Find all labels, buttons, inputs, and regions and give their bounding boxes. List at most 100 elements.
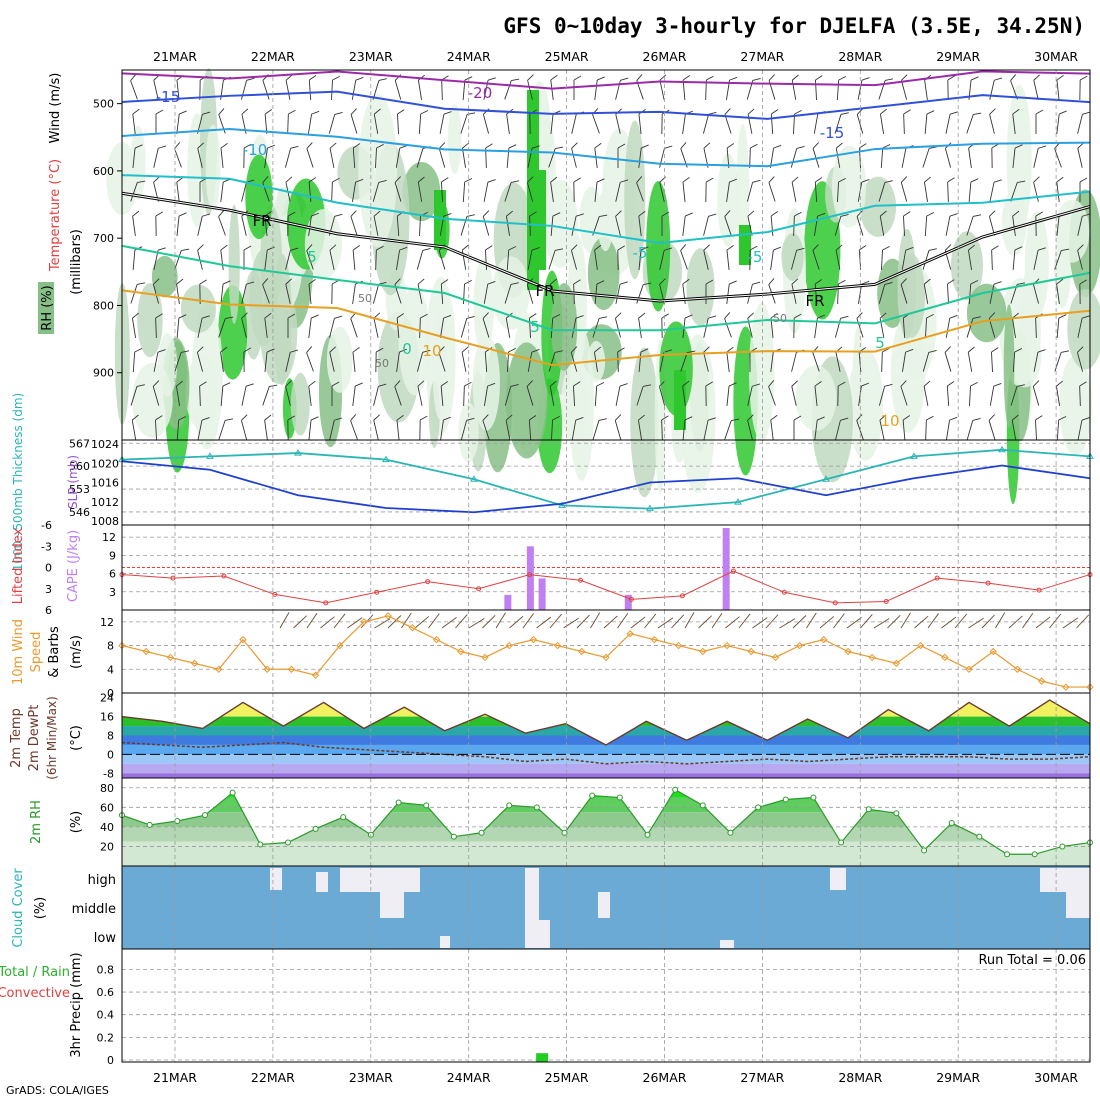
barb-flag [181,248,190,251]
barb-shaft [352,249,356,271]
wind-barb [527,349,540,372]
cloud-clear-patch [598,892,610,918]
precip-axis-label: 3hr Precip (mm) [69,952,84,1057]
barb-shaft [460,420,468,440]
wind-barb [770,312,778,338]
barb-flag [638,312,646,319]
barb-shaft [505,420,511,440]
rh-shading [132,362,173,438]
wind-barb [592,418,607,440]
wind-barb [1010,74,1018,100]
barb-flag [793,313,802,319]
wind-marker [844,647,852,656]
barb-flag [438,346,445,353]
barb-shaft [132,216,136,236]
thickness-marker [734,498,742,505]
contour-label: -5 [633,244,648,262]
contour-label: 0 [402,340,412,358]
barb-shaft [1033,80,1039,100]
barb-shaft [504,284,512,304]
barb-shaft [837,181,839,203]
surface-wind-barb [887,614,901,629]
barb-flag [267,246,275,251]
barb-shaft [176,419,180,441]
barb-flag [290,247,299,251]
barb-shaft [396,317,400,339]
rh-marker [257,841,264,848]
temp-band [122,754,1090,764]
wind-barb [505,414,513,440]
wind-barb [615,210,622,236]
barb-flag [241,312,248,319]
barb-flag [596,280,605,285]
wind-barb [922,146,938,168]
rh-marker [146,821,153,828]
wind-barb [705,279,714,304]
surface-wind-barb [347,617,363,629]
surface-wind-barb [603,615,618,629]
wind-barb [306,142,314,168]
barb-flag [708,315,717,319]
rh-marker [174,818,181,825]
li-marker [679,593,685,599]
barb-shaft [747,386,753,406]
wind-barb [460,316,475,338]
wind-marker [1037,677,1046,685]
surface-wind-barb [374,618,391,629]
thickness-marker [822,475,830,482]
rh-marker [395,799,402,806]
wind-barb [791,380,798,406]
wind-barb [1056,278,1064,304]
wind-barb [419,415,428,441]
barb-shaft [176,80,180,100]
rh-shading [137,283,163,358]
wind-barb [132,144,143,168]
wind-barb [702,111,717,134]
rh-shading [543,179,578,268]
wind-barb [617,347,625,373]
barb-shaft [526,386,534,406]
wind-barb [308,416,319,440]
barb-flag [835,244,843,251]
wind-barb [155,109,164,134]
barb-flag [773,144,782,149]
barb-shaft [482,420,490,440]
precip-tick-label: 0.4 [97,1009,115,1022]
barb-shaft [814,386,818,406]
wind-barb [615,281,628,304]
wind-barb [726,382,737,406]
barb-shaft [505,318,511,338]
barb-flag [464,178,473,183]
barb-flag [837,381,846,387]
rh-shading [1003,304,1015,428]
rh-band [122,812,1090,827]
barb-flag [158,145,167,149]
wind-barb [903,109,911,135]
rh-marker [201,812,208,819]
wind-barb [548,248,564,270]
thickness-marker [910,452,918,459]
rh-marker [893,810,900,817]
barb-flag [397,109,405,115]
temp-axis-label-4: (°C) [69,725,84,751]
thickness-marker [646,504,654,512]
barb-flag [155,313,163,319]
barb-shaft [130,284,138,304]
barb-flag [422,248,431,251]
barb-shaft [835,352,841,372]
wind-barb [922,248,937,270]
barb-shaft [922,352,930,372]
barb-shaft [659,80,665,100]
wind-barb [308,380,316,406]
barb-shaft [1012,249,1016,271]
barb-flag [705,279,714,285]
barb-shaft [306,250,314,270]
barb-flag [136,384,145,387]
barb-shaft [462,181,466,203]
barb-flag [287,415,295,421]
rh-marker [865,806,872,813]
barb-shaft [197,148,203,168]
barb-flag [814,279,823,285]
barb-shaft [923,386,929,406]
barb-flag [376,143,384,149]
